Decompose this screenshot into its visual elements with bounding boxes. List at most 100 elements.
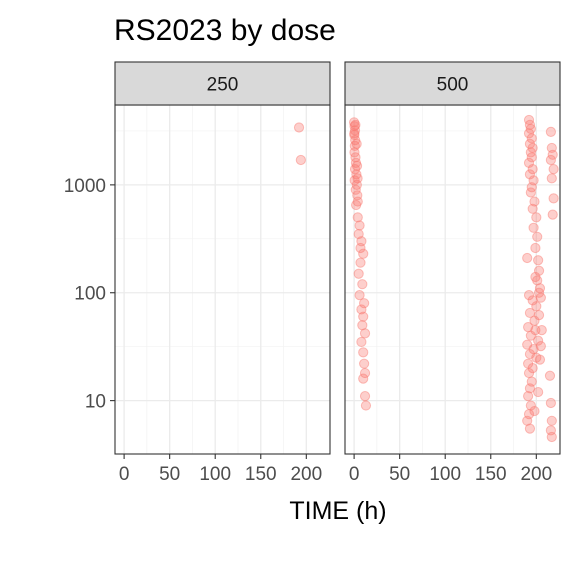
data-point (356, 236, 367, 247)
data-point (527, 164, 538, 175)
data-point (530, 242, 541, 254)
data-point (349, 128, 360, 139)
data-point (350, 135, 361, 146)
x-tick-label: 50 (159, 464, 180, 485)
data-point (523, 290, 535, 301)
facet-label: 250 (207, 75, 239, 96)
panels: 250 0 50 100 150 200 500 0 50 100 150 200 10 100 1000 (64, 61, 561, 485)
data-point (524, 307, 536, 319)
data-point (531, 301, 542, 312)
data-point (527, 203, 538, 214)
data-point (544, 370, 556, 381)
data-point (359, 367, 371, 379)
data-point (354, 290, 365, 301)
data-point (534, 354, 546, 365)
data-point (547, 149, 558, 160)
data-point (524, 119, 536, 130)
data-point (522, 415, 533, 426)
data-point (547, 209, 558, 220)
data-point (527, 142, 538, 154)
x-tick-label: 200 (290, 464, 322, 485)
chart-title: RS2023 by dose (114, 14, 336, 47)
data-point (524, 169, 536, 180)
data-point (529, 405, 540, 417)
data-point (546, 142, 557, 154)
data-point (528, 222, 539, 233)
data-point (533, 310, 545, 321)
data-point (351, 199, 362, 211)
data-point (349, 117, 360, 128)
data-point (523, 157, 535, 168)
data-point (356, 336, 367, 348)
data-point (523, 322, 534, 333)
data-point (351, 138, 362, 149)
data-point (533, 287, 545, 298)
data-point (546, 431, 557, 443)
facet-strip (114, 61, 331, 106)
x-tick-label: 150 (245, 464, 277, 485)
data-point (525, 330, 536, 341)
data-point (532, 231, 543, 242)
data-point (352, 196, 363, 207)
data-point (349, 125, 361, 136)
data-point (349, 140, 360, 151)
data-point (354, 220, 365, 231)
data-point (353, 268, 364, 279)
data-point (523, 409, 535, 420)
x-axis-label: TIME (h) (289, 497, 386, 525)
data-point (533, 386, 544, 398)
x-tick-label: 50 (389, 464, 410, 485)
data-point (524, 138, 536, 149)
data-point (349, 129, 360, 141)
data-point (524, 423, 536, 434)
data-point (523, 367, 535, 379)
y-tick-label: 10 (85, 392, 106, 413)
data-point (349, 175, 360, 186)
x-tick-label: 100 (429, 464, 461, 485)
data-point (525, 147, 536, 158)
y-axis: 10 100 1000 (64, 176, 115, 413)
data-point (351, 160, 363, 171)
data-point (357, 279, 368, 290)
x-tick-label: 150 (475, 464, 507, 485)
data-point (351, 169, 362, 180)
data-point (525, 123, 536, 135)
data-point (526, 376, 537, 387)
data-points (349, 114, 559, 443)
data-point (546, 173, 557, 184)
data-point (545, 425, 556, 436)
data-points (293, 122, 306, 166)
data-point (524, 348, 536, 360)
data-point (530, 325, 541, 336)
data-point (360, 400, 372, 411)
data-point (355, 257, 366, 268)
data-point (545, 126, 556, 137)
data-point (349, 164, 361, 175)
data-point (548, 193, 559, 204)
data-point (522, 339, 533, 350)
data-point (526, 182, 537, 193)
data-point (523, 358, 534, 369)
data-point (523, 114, 535, 126)
data-point (535, 292, 546, 303)
data-point (349, 147, 360, 158)
data-point (532, 275, 543, 286)
data-point (352, 212, 363, 223)
data-point (527, 295, 538, 306)
data-point (293, 122, 305, 133)
data-point (350, 152, 361, 163)
data-point (525, 400, 536, 411)
panel-250: 250 0 50 100 150 200 (114, 61, 331, 485)
data-point (523, 391, 534, 402)
data-point (350, 119, 361, 130)
data-point (350, 157, 362, 168)
data-point (534, 283, 546, 294)
data-point (529, 196, 540, 207)
data-point (524, 383, 536, 394)
data-point (531, 212, 542, 223)
facet-label: 500 (437, 75, 469, 96)
data-point (358, 347, 369, 358)
data-point (350, 184, 361, 195)
y-tick-label: 100 (74, 284, 106, 305)
